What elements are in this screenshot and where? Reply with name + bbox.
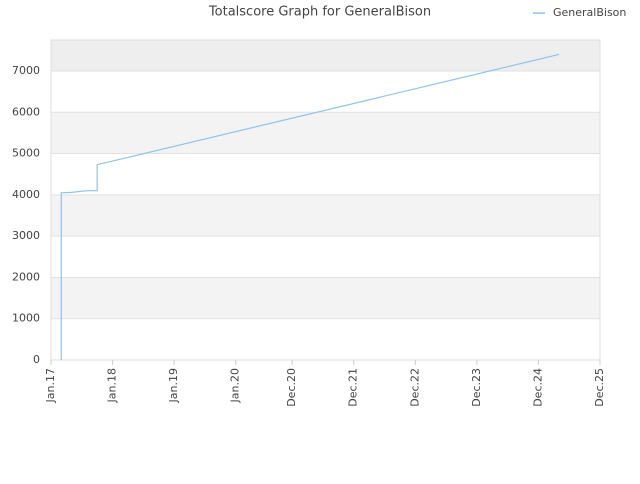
- y-tick-label: 5000: [12, 147, 40, 160]
- legend-label: GeneralBison: [553, 6, 626, 19]
- x-tick-label: Dec.25: [593, 368, 606, 407]
- y-tick-label: 2000: [12, 270, 40, 283]
- x-tick-label: Dec.20: [285, 368, 298, 407]
- y-tick-label: 4000: [12, 188, 40, 201]
- x-tick-label: Dec.22: [408, 368, 421, 407]
- y-tick-label: 3000: [12, 229, 40, 242]
- x-tick-label: Jan.17: [44, 368, 57, 403]
- x-tick-label: Jan.20: [229, 368, 242, 403]
- x-tick-label: Jan.18: [106, 368, 119, 403]
- y-tick-label: 7000: [12, 64, 40, 77]
- series-line: [60, 53, 560, 360]
- grid-band: [51, 40, 600, 71]
- y-tick-label: 6000: [12, 105, 40, 118]
- x-tick-label: Dec.21: [347, 368, 360, 407]
- plot-frame: [50, 39, 601, 361]
- x-tick-label: Dec.24: [531, 368, 544, 407]
- grid-band: [51, 112, 600, 154]
- grid-band: [51, 277, 600, 319]
- y-tick-label: 1000: [12, 312, 40, 325]
- chart-title: Totalscore Graph for GeneralBison: [208, 5, 431, 20]
- x-tick-label: Jan.19: [167, 368, 180, 403]
- x-tick-label: Dec.23: [470, 368, 483, 407]
- y-tick-label: 0: [33, 353, 40, 366]
- grid-band: [51, 194, 600, 237]
